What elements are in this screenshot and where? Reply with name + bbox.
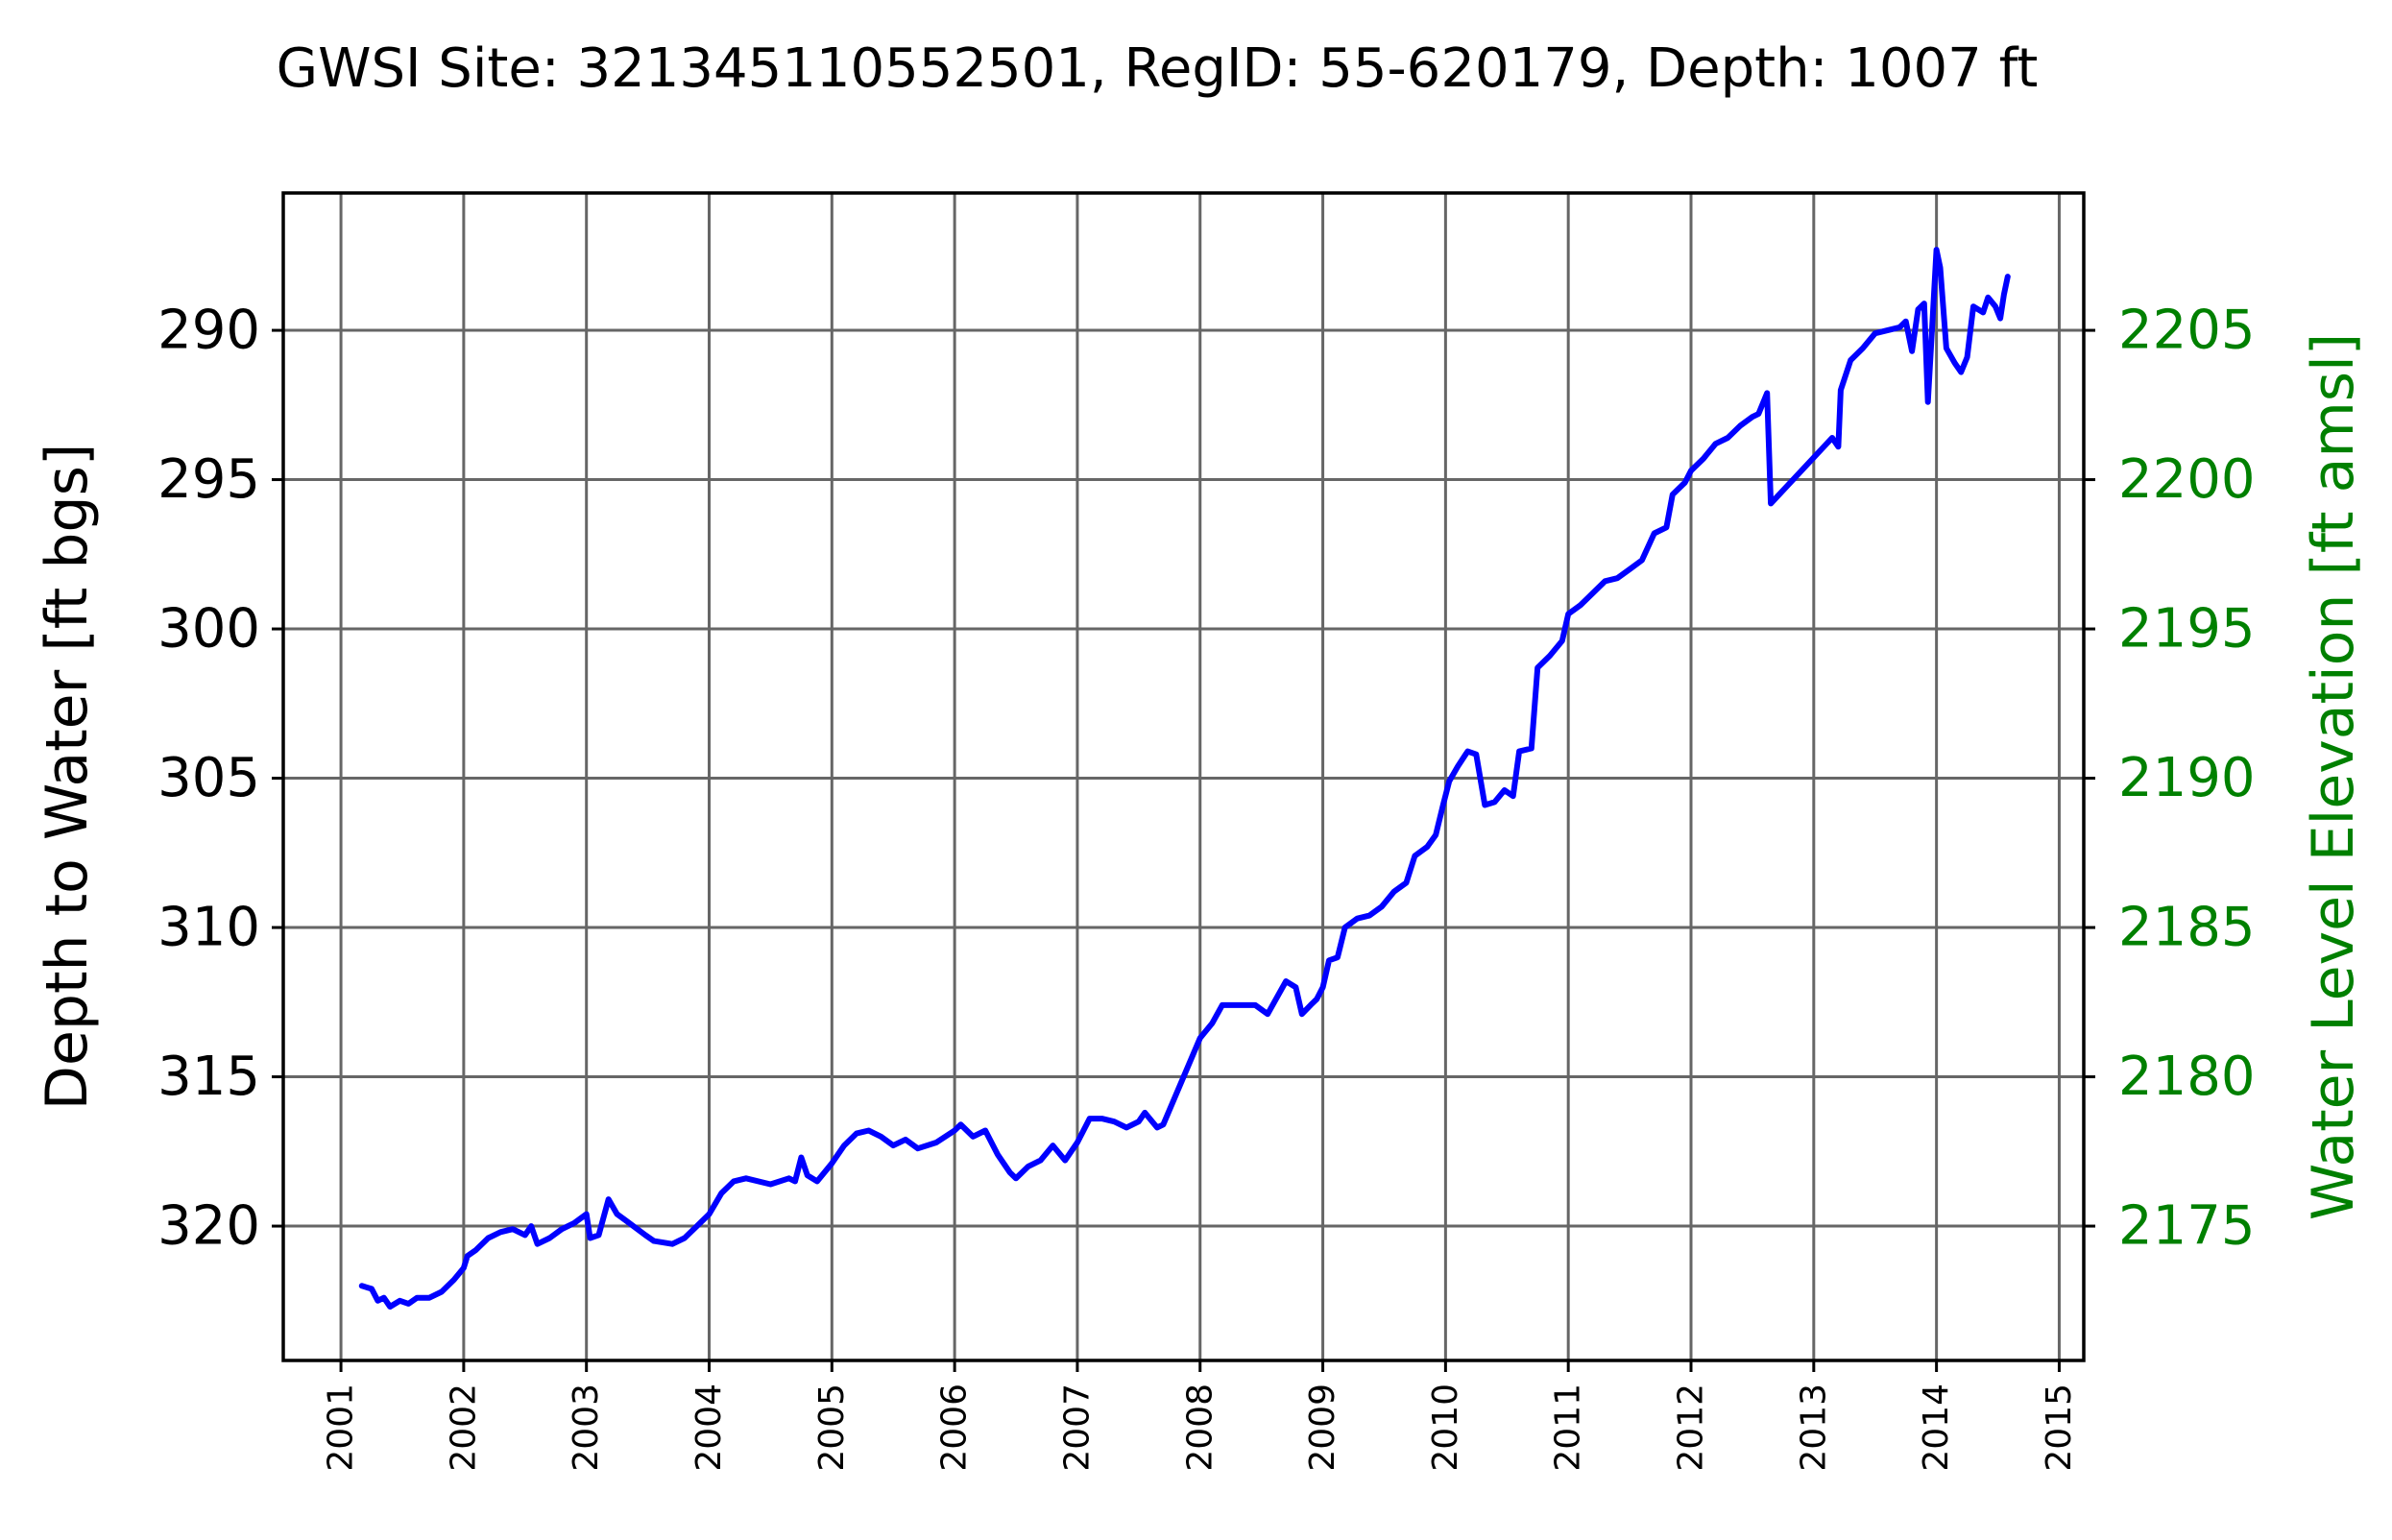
x-tick-label: 2006 <box>935 1384 975 1472</box>
x-tick-label: 2014 <box>1917 1384 1956 1472</box>
y-right-tick-label: 2200 <box>2118 448 2256 511</box>
y-right-tick-label: 2185 <box>2118 897 2256 959</box>
y-left-tick-label: 300 <box>157 598 260 661</box>
x-tick-label: 2013 <box>1794 1384 1833 1472</box>
x-axis: 2001 2002 2003 2004 2005 2006 2007 2008 2009 2010… <box>322 1360 2079 1472</box>
y-left-tick-label: 320 <box>157 1195 260 1258</box>
y-axis-left-label: Depth to Water [ft bgs] <box>34 444 101 1110</box>
x-tick-label: 2012 <box>1672 1384 1711 1472</box>
y-left-tick-label: 290 <box>157 300 260 362</box>
y-right-tick-label: 2195 <box>2118 598 2256 661</box>
gridlines <box>283 193 2084 1360</box>
y-left-tick-label: 315 <box>157 1046 260 1108</box>
y-right-tick-label: 2205 <box>2118 300 2256 362</box>
y-left-tick-label: 305 <box>157 747 260 809</box>
x-tick-label: 2011 <box>1549 1384 1588 1472</box>
x-tick-label: 2002 <box>444 1384 483 1472</box>
x-tick-label: 2003 <box>567 1384 606 1472</box>
x-tick-label: 2005 <box>812 1384 852 1472</box>
x-tick-label: 2007 <box>1057 1384 1097 1472</box>
y-axis-right-label: Water Level Elevation [ft amsl] <box>2300 333 2367 1220</box>
y-right-tick-label: 2175 <box>2118 1195 2256 1258</box>
data-layer <box>358 247 2011 1310</box>
y-axis-right: 2205 2200 2195 2190 2185 2180 2175 <box>2084 300 2256 1258</box>
x-tick-label: 2015 <box>2040 1384 2079 1472</box>
y-right-tick-label: 2190 <box>2118 747 2256 809</box>
x-tick-label: 2001 <box>322 1384 361 1472</box>
x-tick-label: 2009 <box>1303 1384 1342 1472</box>
y-left-tick-label: 310 <box>157 897 260 959</box>
x-tick-label: 2010 <box>1426 1384 1465 1472</box>
x-tick-label: 2004 <box>689 1384 729 1472</box>
y-axis-left: 290 295 300 305 310 315 320 <box>157 300 283 1258</box>
plot-frame <box>281 191 2086 1362</box>
depth-to-water-line <box>358 247 2011 1310</box>
chart-title: GWSI Site: 321345110552501, RegID: 55-62… <box>277 37 2039 100</box>
y-right-tick-label: 2180 <box>2118 1046 2256 1108</box>
y-left-tick-label: 295 <box>157 448 260 511</box>
x-tick-label: 2008 <box>1180 1384 1220 1472</box>
